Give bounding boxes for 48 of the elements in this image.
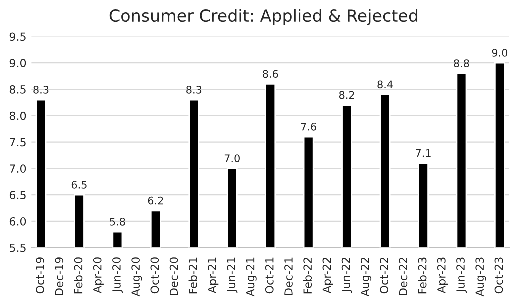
- x-tick-label: Aug-20: [132, 258, 142, 297]
- y-tick-label: 9.5: [10, 32, 26, 42]
- x-tick-label: Jun-23: [456, 258, 468, 293]
- x-tick-label: Feb-22: [303, 258, 312, 294]
- y-tick-label: 6.0: [10, 217, 26, 226]
- data-label: 6.2: [148, 196, 164, 205]
- y-tick-label: 6.5: [10, 191, 26, 200]
- data-label: 8.6: [263, 70, 278, 78]
- data-label: 8.4: [378, 80, 393, 89]
- x-tick-label: Apr-22: [322, 258, 334, 294]
- data-label: 7.6: [301, 122, 316, 131]
- y-tick-label: 8.5: [10, 85, 26, 94]
- y-tick-label: 9.0: [10, 59, 26, 68]
- x-tick-label: Jun-20: [112, 258, 123, 293]
- y-tick-label: 7.0: [10, 164, 26, 174]
- x-tick-label: Feb-20: [74, 258, 83, 294]
- chart-title: Consumer Credit: Applied & Rejected: [110, 9, 418, 26]
- x-tick-label: Dec-20: [170, 258, 178, 296]
- data-label: 8.8: [454, 60, 470, 68]
- data-label: 8.3: [34, 86, 49, 94]
- x-tick-label: Oct-22: [380, 258, 389, 294]
- x-tick-label: Oct-20: [150, 258, 160, 294]
- data-label: 5.8: [110, 218, 126, 226]
- x-tick-label: Oct-19: [36, 258, 44, 294]
- data-label: 7.0: [224, 154, 240, 162]
- x-tick-label: Apr-20: [93, 258, 104, 294]
- x-tick-label: Feb-23: [418, 258, 427, 294]
- data-label: 6.5: [72, 181, 87, 189]
- y-tick-label: 7.5: [10, 138, 26, 147]
- x-tick-label: Dec-19: [55, 258, 64, 296]
- x-tick-label: Aug-23: [476, 258, 486, 297]
- x-tick-label: Apr-23: [437, 258, 448, 294]
- x-tick-label: Oct-21: [265, 258, 274, 294]
- y-tick-label: 8.0: [10, 112, 26, 120]
- x-tick-label: Jun-22: [342, 258, 352, 293]
- data-label: 8.3: [186, 86, 202, 94]
- data-label: 9.0: [492, 49, 508, 57]
- x-tick-label: Dec-21: [284, 258, 293, 296]
- x-tick-label: Jun-21: [227, 258, 238, 293]
- x-tick-label: Dec-22: [399, 258, 408, 296]
- data-label: 7.1: [416, 149, 431, 158]
- x-tick-label: Apr-21: [208, 258, 219, 294]
- x-tick-label: Feb-21: [188, 258, 198, 294]
- y-tick-label: 5.5: [10, 244, 26, 252]
- data-label: 8.2: [339, 91, 354, 100]
- x-tick-label: Oct-23: [494, 258, 504, 294]
- x-tick-label: Aug-22: [360, 258, 372, 297]
- x-tick-label: Aug-21: [246, 258, 257, 297]
